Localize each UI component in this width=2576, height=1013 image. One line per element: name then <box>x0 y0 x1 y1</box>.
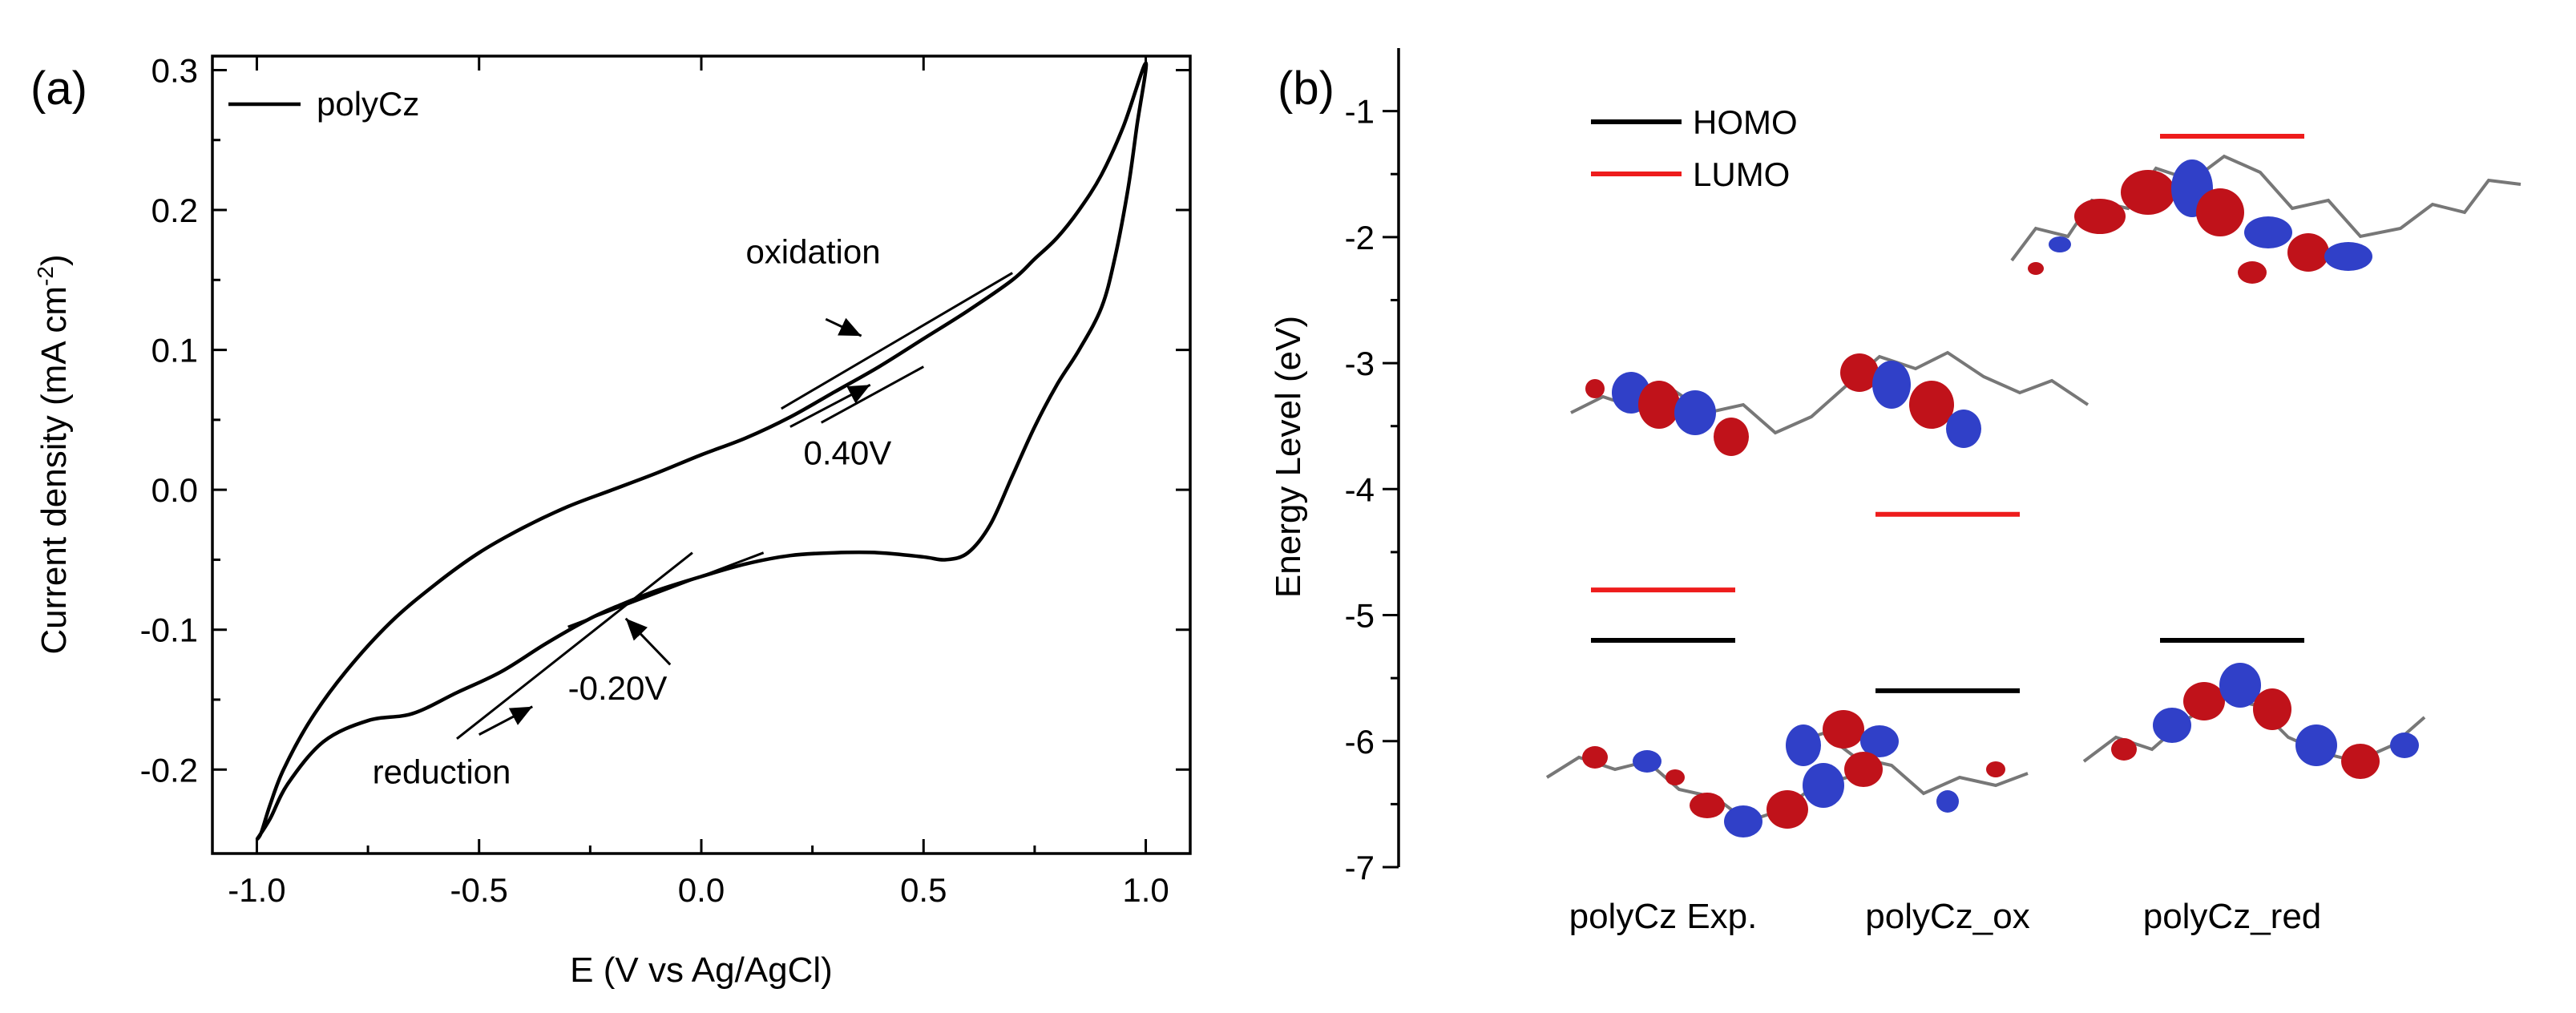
x-tick-label: -0.5 <box>450 871 508 909</box>
y-tick-label: -0.1 <box>140 611 198 649</box>
category-label: polyCz Exp. <box>1569 897 1758 936</box>
y-tick-label: -0.2 <box>140 751 198 789</box>
energy-tick-label: -6 <box>1345 723 1375 761</box>
y-tick-label: 0.1 <box>151 332 198 369</box>
x-tick-label: 0.5 <box>900 871 947 909</box>
y-title-main: Current density (mA cm <box>34 286 74 655</box>
panel-b-energy-levels: (b) -7 -6 -5 -4 -3 -2 -1 Energy Level (eV) HOM… <box>1269 48 2521 936</box>
energy-tick-label: -5 <box>1345 597 1375 635</box>
legend-homo-label: HOMO <box>1693 103 1798 141</box>
panel-a-x-ticks: -1.0 -0.5 0.0 0.5 1.0 <box>228 56 1169 909</box>
energy-tick-label: -4 <box>1345 470 1375 508</box>
x-tick-label: 1.0 <box>1122 871 1169 909</box>
panel-b-energy-levels-bars <box>1591 134 2304 693</box>
tangent-line <box>821 365 924 424</box>
panel-b-category-labels: polyCz Exp. polyCz_ox polyCz_red <box>1569 897 2322 936</box>
panel-a-x-axis-title: E (V vs Ag/AgCl) <box>570 950 833 990</box>
y-tick-label: 0.3 <box>151 51 198 89</box>
orbital-illustration-polyCz-red-lumo <box>2010 154 2521 284</box>
y-tick-label: 0.0 <box>151 471 198 509</box>
annotation-label: oxidation <box>745 232 880 270</box>
annotation-label: reduction <box>373 753 511 791</box>
annotation-arrow <box>478 705 533 736</box>
y-title-superscript: -2 <box>33 266 58 286</box>
panel-b-y-axis-title: Energy Level (eV) <box>1269 316 1308 598</box>
panel-a-cyclic-voltammogram: (a) -1.0 -0.5 0.0 0.5 1.0 -0.2 -0.1 0.0 0.1 0.2 0… <box>30 51 1192 990</box>
legend-polyCz-label: polyCz <box>317 85 419 123</box>
panel-a-y-ticks: -0.2 -0.1 0.0 0.1 0.2 0.3 <box>140 51 1190 789</box>
category-label: polyCz_ox <box>1865 897 2029 936</box>
energy-tick-label: -1 <box>1345 93 1375 131</box>
y-tick-label: 0.2 <box>151 192 198 229</box>
annotation-arrow <box>825 317 862 337</box>
annotation-arrow <box>624 617 672 666</box>
energy-tick-label: -3 <box>1345 345 1375 382</box>
panel-a-label: (a) <box>30 63 87 115</box>
panel-a-y-axis-title: Current density (mA cm-2) <box>33 254 74 654</box>
y-title-close: ) <box>34 254 74 266</box>
panel-b-label: (b) <box>1278 63 1334 115</box>
panel-a-tangent-lines <box>456 272 1013 741</box>
orbital-illustration-polyCz-exp-homo <box>1545 746 1848 837</box>
annotation-label: -0.20V <box>568 669 668 707</box>
orbital-illustration-polyCz-red-homo <box>2082 663 2426 779</box>
orbital-illustration-polyCz-ox-lumo <box>1570 350 2089 456</box>
panel-b-y-ticks: -7 -6 -5 -4 -3 -2 -1 <box>1345 93 1399 886</box>
legend-lumo-label: LUMO <box>1693 155 1790 193</box>
x-tick-label: 0.0 <box>678 871 725 909</box>
annotation-label: 0.40V <box>804 434 892 472</box>
polyCz-cv-curve <box>255 61 1149 841</box>
panel-a-annotations: oxidation 0.40V -0.20V reduction <box>373 232 892 790</box>
tangent-line <box>781 272 1013 410</box>
orbital-illustration-polyCz-ox-homo <box>1786 710 2029 813</box>
energy-tick-label: -7 <box>1345 849 1375 886</box>
energy-tick-label: -2 <box>1345 219 1375 256</box>
category-label: polyCz_red <box>2143 897 2322 936</box>
x-tick-label: -1.0 <box>228 871 285 909</box>
annotation-arrow <box>789 383 871 428</box>
tangent-line <box>456 551 693 741</box>
